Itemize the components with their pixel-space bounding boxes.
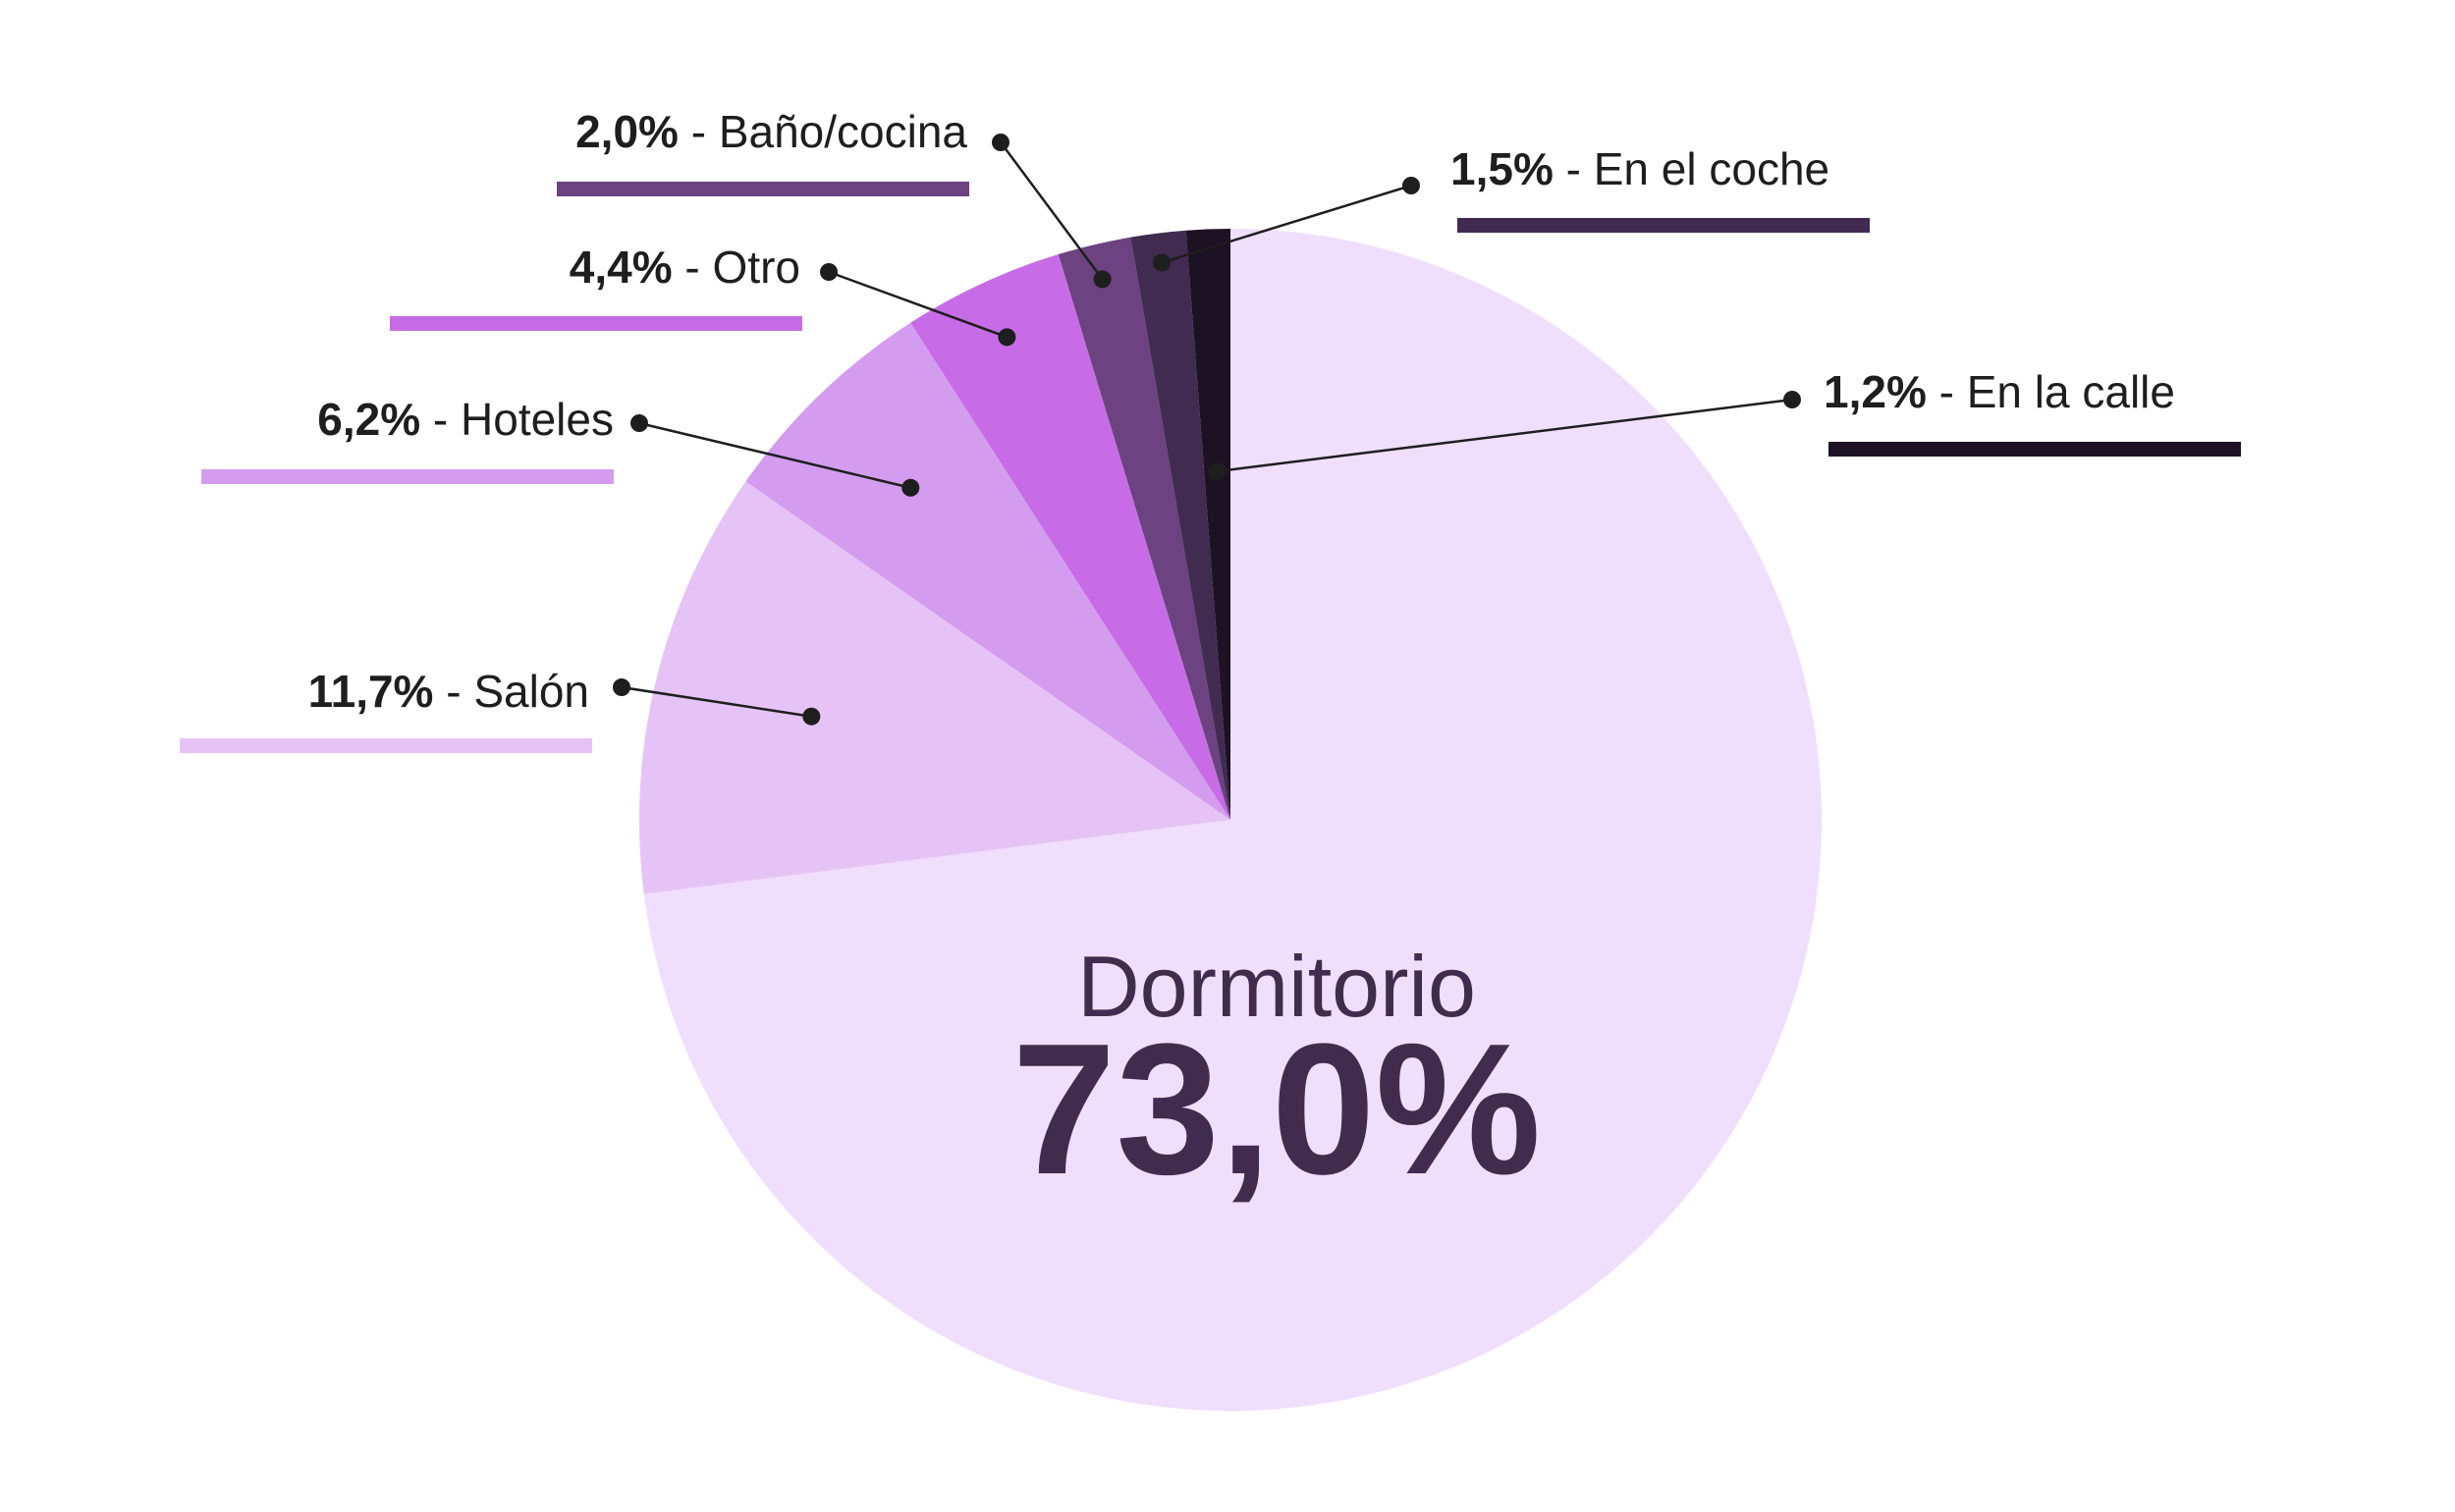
label-dot-bano-cocina	[992, 134, 1009, 151]
slice-label-value: 4,4%	[570, 242, 673, 293]
slice-label-value: 11,7%	[308, 666, 434, 717]
slice-label-name: - Otro	[673, 242, 800, 293]
pie-slice-hoteles	[745, 322, 1230, 820]
slice-label-otro: 4,4% - Otro	[570, 242, 800, 293]
slice-label-name: - Baño/cocina	[679, 106, 967, 157]
leader-line-bano-cocina	[999, 141, 1104, 281]
leader-line-otro	[828, 270, 1008, 339]
label-underline-en-el-coche	[1457, 218, 1870, 233]
label-dot-en-el-coche	[1402, 177, 1420, 194]
label-underline-hoteles	[201, 469, 614, 484]
center-label-value: 73,0%	[1012, 1005, 1542, 1214]
pie-slice-bano-cocina	[1058, 237, 1230, 820]
slice-label-salon: 11,7% - Salón	[308, 666, 589, 717]
label-dot-hoteles	[630, 414, 648, 432]
slice-label-hoteles: 6,2% - Hoteles	[317, 394, 614, 445]
slice-label-value: 1,5%	[1450, 143, 1554, 194]
slice-label-en-el-coche: 1,5% - En el coche	[1450, 143, 1829, 194]
leader-line-en-la-calle	[1217, 398, 1793, 473]
pie-slice-en-el-coche	[1130, 230, 1230, 821]
slice-dot-otro	[998, 328, 1016, 347]
leader-line-salon	[621, 685, 812, 718]
slice-label-value: 6,2%	[317, 394, 420, 445]
leader-line-hoteles	[638, 421, 911, 489]
slice-labels: 11,7% - Salón 6,2% - Hoteles 4,4% - Otro 2,…	[180, 106, 2241, 753]
pie-slice-otro	[910, 254, 1230, 821]
label-underline-en-la-calle	[1828, 442, 2241, 457]
label-underline-salon	[180, 738, 592, 753]
pie-slices	[638, 229, 1822, 1411]
slice-dot-hoteles	[901, 478, 920, 497]
label-dot-en-la-calle	[1783, 391, 1801, 408]
label-underline-bano-cocina	[557, 182, 969, 196]
slice-dot-en-la-calle	[1208, 462, 1227, 481]
label-dot-salon	[613, 678, 630, 696]
slice-label-en-la-calle: 1,2% - En la calle	[1824, 366, 2175, 417]
slice-label-name: - Hoteles	[420, 394, 614, 445]
label-dot-otro	[820, 263, 838, 281]
slice-dot-bano-cocina	[1093, 270, 1112, 289]
slice-dot-salon	[802, 707, 821, 726]
slice-label-value: 2,0%	[575, 106, 679, 157]
pie-slice-dormitorio	[643, 229, 1822, 1411]
slice-label-name: - Salón	[433, 666, 589, 717]
leader-lines	[613, 134, 1801, 726]
slice-label-name: - En el coche	[1554, 143, 1829, 194]
center-label: Dormitorio 73,0%	[1012, 938, 1542, 1214]
center-label-name: Dormitorio	[1077, 938, 1476, 1035]
slice-label-name: - En la calle	[1927, 366, 2175, 417]
slice-label-value: 1,2%	[1824, 366, 1927, 417]
pie-slice-salon	[638, 481, 1230, 894]
leader-line-en-el-coche	[1161, 184, 1412, 264]
slice-dot-en-el-coche	[1153, 253, 1172, 272]
label-underline-otro	[390, 316, 802, 331]
pie-slice-en-la-calle	[1185, 229, 1230, 820]
slice-label-bano-cocina: 2,0% - Baño/cocina	[575, 106, 967, 157]
